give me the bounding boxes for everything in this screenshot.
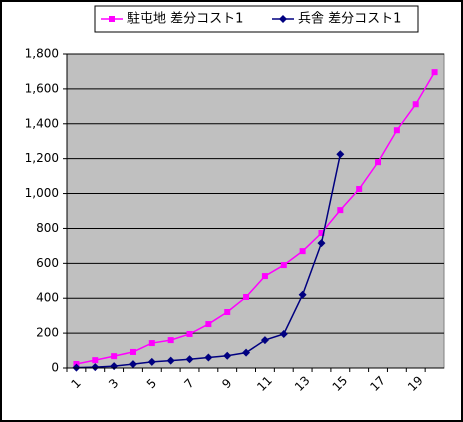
y-tick-label: 400 [36,291,59,305]
marker [92,357,99,364]
y-tick-label: 600 [36,256,59,270]
marker [148,340,155,347]
legend-label: 兵舎 差分コスト1 [298,12,401,27]
marker [356,186,363,193]
marker [431,69,438,76]
marker [186,330,193,337]
marker [279,329,288,338]
marker [205,321,212,328]
marker [223,351,232,360]
marker [280,262,287,269]
marker [111,353,118,360]
y-tick-label: 1,600 [25,81,59,95]
y-tick-label: 1,000 [25,186,59,200]
marker [167,337,174,344]
marker [243,294,250,301]
marker [128,360,137,369]
marker [337,207,344,214]
marker [375,159,382,166]
y-tick-label: 0 [51,361,59,375]
y-tick-label: 1,200 [25,151,59,165]
marker [147,357,156,366]
legend-marker [109,16,115,22]
y-tick-label: 1,400 [25,116,59,130]
y-tick-label: 800 [36,221,59,235]
marker [336,150,345,159]
marker [129,348,136,355]
marker [91,363,100,372]
marker [412,101,419,108]
marker [204,353,213,362]
marker [393,127,400,134]
marker [317,239,326,248]
marker [166,356,175,365]
legend-marker [279,15,287,23]
marker [224,309,231,316]
marker [299,248,306,255]
plot-area [66,53,445,369]
marker [318,229,325,236]
series-line [76,71,436,365]
marker [298,290,307,299]
legend-box [94,5,419,33]
marker [185,355,194,364]
marker [260,336,269,345]
marker [261,273,268,280]
y-tick-label: 1,800 [25,47,59,61]
legend-label: 駐屯地 差分コスト1 [127,12,243,27]
y-tick-label: 200 [36,326,59,340]
marker [242,348,251,357]
